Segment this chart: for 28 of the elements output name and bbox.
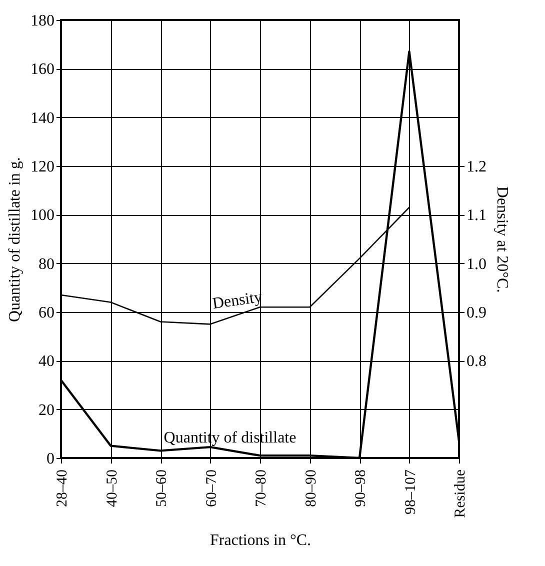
y2-axis-title: Density at 20°C. — [494, 186, 510, 293]
x-tick-label: 98–107 — [402, 469, 419, 514]
y-tick-label: 20 — [38, 402, 54, 419]
y-tick-label: 40 — [38, 353, 54, 370]
y-tick-label: 0 — [46, 450, 54, 468]
x-tick-label: 50–60 — [154, 470, 170, 507]
y2-tick-label: 0.8 — [466, 353, 486, 370]
x-axis-title: Fractions in °C. — [210, 532, 312, 549]
x-tick-label: 90–98 — [353, 470, 369, 507]
text: Density — [211, 288, 264, 313]
x-tick-label: Residue — [452, 469, 468, 518]
y2-tick-label: 1.0 — [466, 256, 486, 273]
x-tick-label: 70–80 — [254, 470, 270, 507]
y2-tick-label: 1.1 — [466, 207, 486, 224]
y-tick-label: 80 — [38, 256, 54, 273]
y2-tick-label: 1.2 — [466, 158, 486, 176]
y-tick-label: 160 — [30, 61, 54, 78]
y-tick-label: 140 — [30, 110, 54, 127]
x-tick-label: 60–70 — [204, 470, 220, 507]
y-tick-label: 120 — [30, 158, 54, 176]
y-tick-label: 180 — [30, 12, 54, 30]
x-tick-label: 28–40 — [54, 470, 70, 507]
y-tick-label: 100 — [30, 207, 54, 224]
x-tick-label: 80–90 — [303, 470, 320, 507]
y-axis-title: Quantity of distillate in g. — [6, 157, 24, 322]
y2-tick-label: 0.9 — [466, 304, 486, 322]
y-tick-label: 60 — [38, 304, 54, 322]
x-tick-label: 40–50 — [104, 470, 120, 507]
